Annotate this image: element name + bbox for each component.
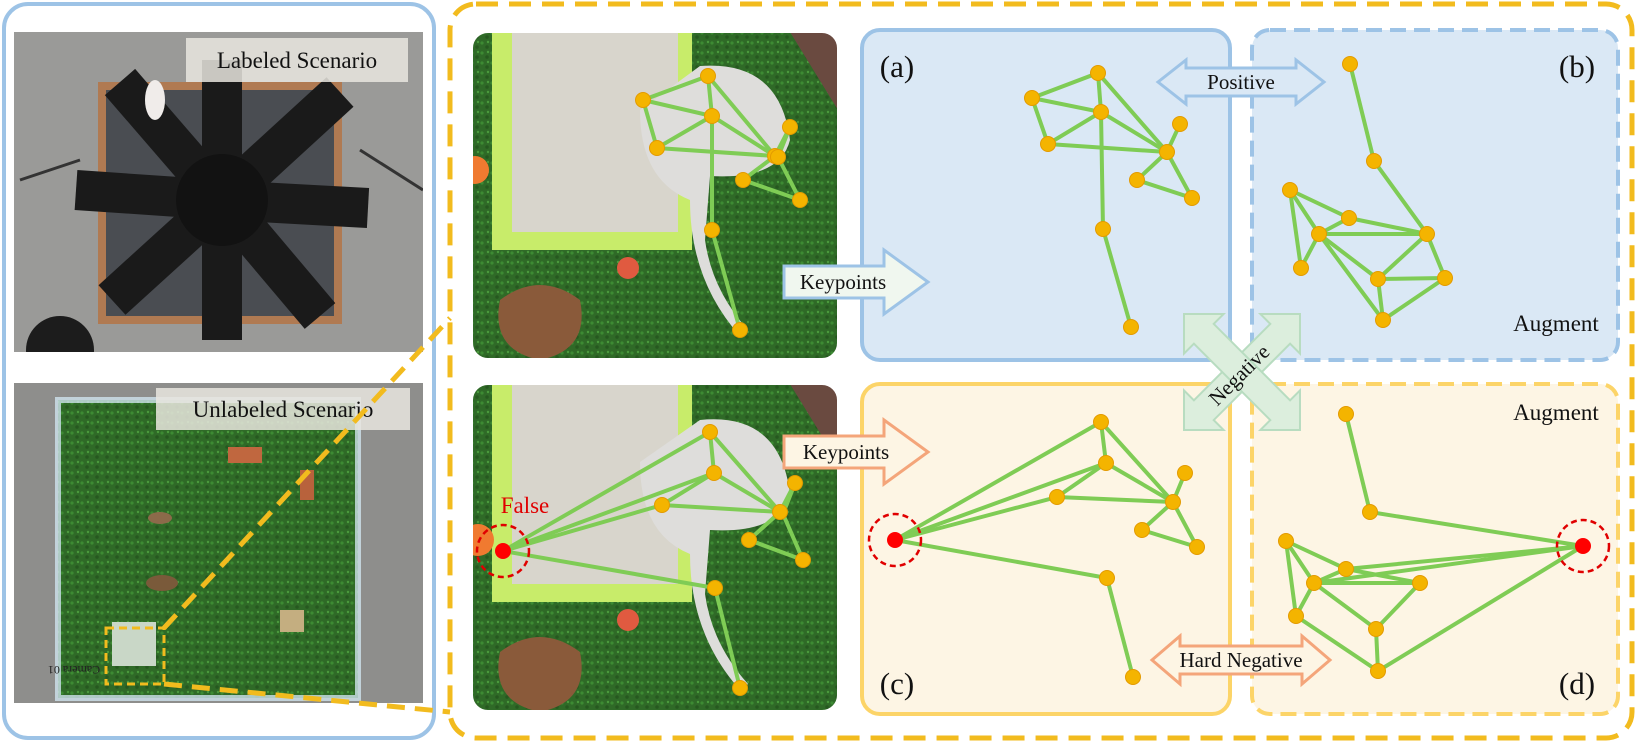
camera-text: Camera 01 (48, 663, 100, 677)
labeled-scenario-image: Labeled Scenario (14, 32, 423, 352)
false-keypoint-c (887, 532, 903, 548)
keypoints-arrow-top: Keypoints (782, 247, 931, 317)
panel-b (1250, 28, 1620, 362)
positive-arrow-label: Positive (1207, 70, 1275, 94)
mouse-crop-box (104, 626, 166, 686)
keypoints-c (1049, 414, 1205, 685)
positive-arrow: Positive (1155, 56, 1327, 108)
zoom-line-bottom (163, 681, 451, 715)
unlabeled-scenario-caption: Unlabeled Scenario (193, 397, 374, 422)
panel-c-label: (c) (880, 666, 914, 701)
panel-d-augment-tag: Augment (1513, 400, 1599, 425)
panel-d-label: (d) (1559, 666, 1595, 701)
crop-photo-top (471, 31, 839, 360)
false-keypoint-d (1575, 538, 1591, 554)
false-keypoint-ring-c (867, 512, 923, 568)
negative-cross-arrow: Negative (1183, 313, 1301, 431)
panel-b-augment-tag: Augment (1513, 311, 1599, 336)
keypoints-arrow-bottom-label: Keypoints (803, 440, 889, 464)
false-keypoint-ring (475, 523, 531, 579)
panel-b-label: (b) (1559, 49, 1595, 84)
crop-photo-bottom: False (471, 383, 839, 712)
keypoints-photo-bottom (654, 424, 811, 696)
unlabeled-scenario-image: Unlabeled Scenario Camera 01 (14, 383, 423, 703)
main-dashed-frame (447, 1, 1635, 741)
false-keypoint-ring-d (1555, 518, 1611, 574)
labeled-scenario-caption: Labeled Scenario (217, 48, 377, 73)
panel-d (1250, 382, 1620, 716)
hard-negative-arrow: Hard Negative (1149, 632, 1333, 688)
keypoints-b (1282, 56, 1453, 328)
panel-a (860, 28, 1232, 362)
zoom-line-top (162, 316, 452, 630)
panel-a-label: (a) (880, 49, 914, 84)
keypoints-arrow-top-label: Keypoints (800, 270, 886, 294)
keypoints-a (1024, 65, 1200, 335)
keypoints-photo-top (635, 68, 808, 338)
keypoints-d (1278, 406, 1428, 679)
false-keypoint (495, 543, 511, 559)
hard-negative-arrow-label: Hard Negative (1179, 648, 1302, 672)
mouse (145, 80, 165, 120)
false-label: False (501, 493, 550, 518)
panel-c (860, 382, 1232, 716)
keypoints-arrow-bottom: Keypoints (782, 417, 931, 487)
